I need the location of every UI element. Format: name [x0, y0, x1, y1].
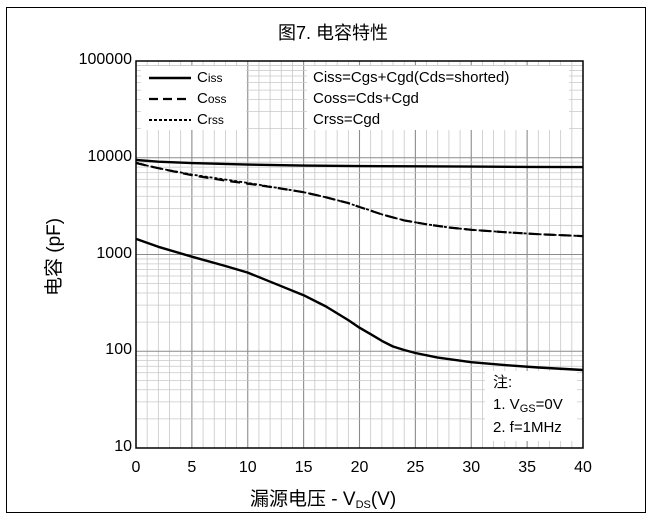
note-heading: 注: [493, 374, 513, 391]
series-line-crss [135, 161, 584, 237]
y-tick-label: 1000 [96, 244, 132, 262]
x-tick-label: 40 [574, 459, 592, 476]
note-2: 2. f=1MHz [493, 419, 562, 436]
legend-box: Ciss Coss Crss [141, 66, 246, 130]
formula-ciss: Ciss=Cgs+Cgd(Cds=shorted) [313, 69, 510, 86]
x-tick-label: 25 [406, 459, 425, 476]
figure-border [6, 7, 646, 513]
legend-label-crss: Crss [197, 111, 224, 128]
series-line-coss [135, 162, 584, 238]
note-1: 1. VGS=0V [493, 396, 563, 415]
x-tick-label: 10 [238, 459, 257, 476]
x-tick-label: 35 [518, 459, 537, 476]
x-tick-label: 20 [350, 459, 369, 476]
x-tick-label: 5 [187, 459, 197, 476]
plot-frame [135, 60, 584, 449]
y-axis-label: 电容 (pF) [44, 217, 65, 296]
series-line-crss-lower [135, 237, 584, 372]
x-tick-label: 30 [462, 459, 481, 476]
x-tick-label: 0 [131, 459, 141, 476]
formula-box: Ciss=Cgs+Cgd(Cds=shorted) Coss=Cds+Cgd C… [307, 66, 569, 130]
y-tick-label: 10000 [87, 147, 133, 165]
y-tick-label: 10 [114, 438, 132, 455]
formula-crss: Crss=Cgd [313, 111, 381, 128]
y-tick-label: 100000 [78, 51, 132, 68]
legend-label-coss: Coss [197, 90, 227, 107]
notes-box: 注: 1. VGS=0V 2. f=1MHz [485, 371, 577, 441]
legend-label-ciss: Ciss [197, 69, 223, 86]
chart-title: 图7. 电容特性 [278, 23, 389, 43]
formula-coss: Coss=Cds+Cgd [313, 90, 419, 107]
series-line-ciss [135, 158, 584, 169]
series-lines [135, 158, 584, 372]
x-axis-label: 漏源电压 - VDS(V) [250, 489, 397, 511]
y-tick-label: 100 [105, 341, 132, 359]
x-tick-label: 15 [294, 459, 313, 476]
